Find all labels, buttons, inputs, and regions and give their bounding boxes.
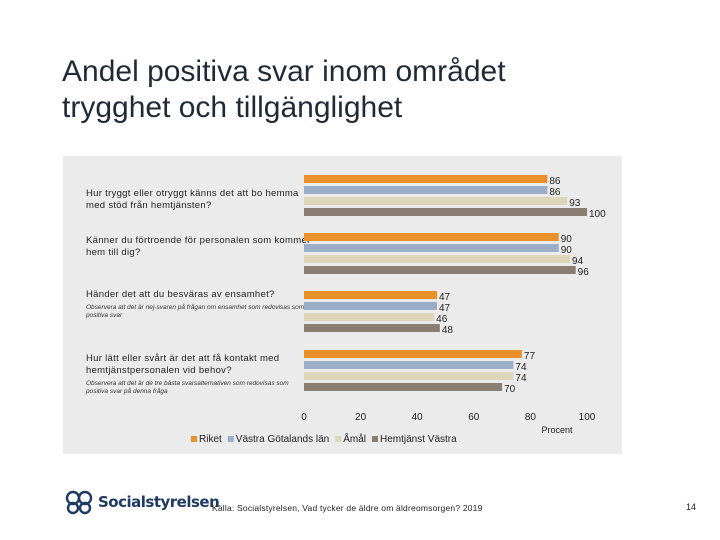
legend-label: Riket <box>199 434 222 445</box>
bar <box>304 255 571 263</box>
data-label: 74 <box>515 373 527 384</box>
logo-text: Socialstyrelsen <box>98 493 220 511</box>
question-label-3: Händer det att du besväras av ensamhet? … <box>86 289 311 320</box>
bar <box>304 302 438 310</box>
slide-title: Andel positiva svar inom området trygghe… <box>62 54 662 126</box>
bar <box>304 197 568 205</box>
x-tick-label: 0 <box>301 412 307 423</box>
bar <box>304 372 514 380</box>
data-label: 90 <box>561 234 573 245</box>
data-label: 47 <box>439 303 451 314</box>
question-note: Observera att det är de tre bästa svarsa… <box>86 380 289 395</box>
legend-swatch <box>191 436 197 442</box>
data-label: 47 <box>439 292 451 303</box>
bar <box>304 233 559 241</box>
data-label: 86 <box>549 187 561 198</box>
data-label: 74 <box>515 362 527 373</box>
logo-mark-icon <box>65 490 93 515</box>
legend-swatch <box>227 436 234 442</box>
question-text: Händer det att du besväras av ensamhet? <box>86 289 275 300</box>
data-label: 86 <box>549 176 561 187</box>
question-text: Hur lätt eller svårt är det att få konta… <box>86 353 280 376</box>
x-axis-label: Procent <box>541 425 573 435</box>
data-label: 93 <box>569 198 581 209</box>
bar <box>304 186 548 194</box>
bar <box>304 266 576 274</box>
data-label: 94 <box>572 256 584 267</box>
bar <box>304 361 514 369</box>
question-label-1: Hur tryggt eller otryggt känns det att b… <box>86 188 311 212</box>
legend-label: Åmål <box>343 432 366 445</box>
title-line-1: Andel positiva svar inom området <box>62 55 506 88</box>
data-label: 96 <box>578 267 590 278</box>
x-tick-label: 60 <box>468 412 480 423</box>
legend-swatch <box>371 436 378 442</box>
x-tick-label: 20 <box>355 412 367 423</box>
data-label: 100 <box>589 209 606 220</box>
legend-label: Västra Götalands län <box>236 434 329 445</box>
data-label: 70 <box>504 384 516 395</box>
question-label-4: Hur lätt eller svårt är det att få konta… <box>86 353 311 396</box>
x-tick-label: 100 <box>579 412 596 423</box>
bar <box>304 313 435 321</box>
legend-label: Hemtjänst Västra <box>380 434 457 445</box>
bar <box>304 208 587 216</box>
data-label: 77 <box>524 351 536 362</box>
socialstyrelsen-logo: Socialstyrelsen <box>64 487 220 517</box>
page-number: 14 <box>686 502 697 512</box>
chart-panel: Hur tryggt eller otryggt känns det att b… <box>63 156 622 454</box>
data-label: 90 <box>561 245 573 256</box>
bar <box>304 175 548 183</box>
bar <box>304 350 522 358</box>
title-line-2: trygghet och tillgänglighet <box>62 91 403 124</box>
bar <box>304 291 438 299</box>
bar <box>304 324 440 332</box>
source-note: Källa: Socialstyrelsen, Vad tycker de äl… <box>212 503 483 513</box>
question-label-2: Känner du förtroende för personalen som … <box>86 235 311 259</box>
data-label: 46 <box>436 314 448 325</box>
question-note: Observera att det är nej-svaren på fråga… <box>86 304 305 319</box>
question-text: Hur tryggt eller otryggt känns det att b… <box>86 188 299 211</box>
bar <box>304 383 503 391</box>
bar <box>304 244 559 252</box>
question-text: Känner du förtroende för personalen som … <box>86 235 311 258</box>
x-tick-label: 80 <box>525 412 537 423</box>
legend-swatch <box>335 436 342 442</box>
x-tick-label: 40 <box>412 412 424 423</box>
data-label: 48 <box>442 325 454 336</box>
